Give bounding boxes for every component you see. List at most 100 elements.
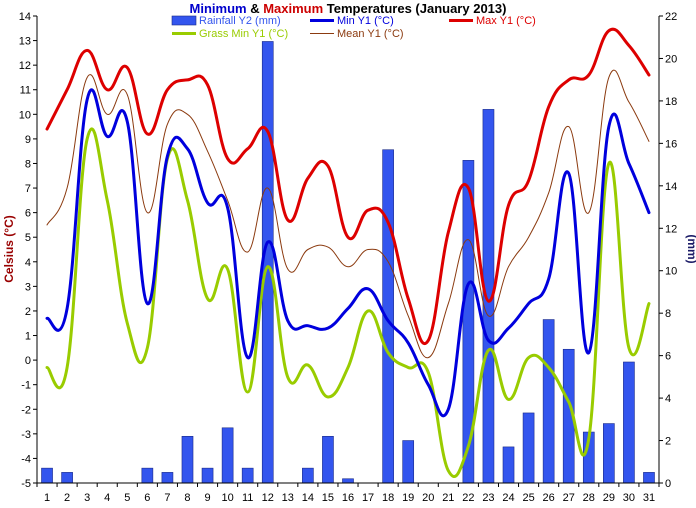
y-tick-label: 2	[25, 306, 31, 318]
x-tick-label: 1	[44, 492, 50, 504]
y-tick-label: 8	[25, 158, 31, 170]
y2-tick-label: 4	[665, 393, 671, 405]
y2-tick-label: 20	[665, 53, 677, 65]
y2-tick-label: 0	[665, 478, 671, 490]
legend-item: Mean Y1 (°C)	[310, 28, 404, 40]
y-tick-label: 13	[19, 36, 31, 48]
y-tick-label: 9	[25, 134, 31, 146]
y2-tick-label: 18	[665, 96, 677, 108]
grass-min-line	[45, 127, 651, 478]
y2-tick-label: 8	[665, 308, 671, 320]
rainfall-bar	[322, 435, 334, 484]
x-tick-label: 14	[302, 492, 314, 504]
y2-tick-label: 14	[665, 181, 677, 193]
x-tick-label: 28	[583, 492, 595, 504]
plot-area: -5-4-3-2-1012345678910111213140246810121…	[19, 11, 678, 504]
x-tick-label: 31	[643, 492, 655, 504]
x-tick-label: 7	[164, 492, 170, 504]
legend-item: Max Y1 (°C)	[449, 15, 536, 27]
x-tick-label: 20	[422, 492, 434, 504]
x-tick-label: 26	[543, 492, 555, 504]
mean-line	[46, 69, 650, 359]
legend-label: Grass Min Y1 (°C)	[199, 28, 288, 40]
max-line	[45, 27, 651, 345]
x-tick-label: 11	[242, 492, 253, 504]
y-tick-label: 14	[19, 11, 31, 23]
y2-tick-label: 2	[665, 436, 671, 448]
y-tick-label: 6	[25, 208, 31, 220]
x-tick-label: 29	[603, 492, 615, 504]
x-tick-label: 15	[322, 492, 334, 504]
rainfall-bar	[402, 440, 415, 484]
y-tick-label: 3	[25, 281, 31, 293]
y-tick-label: 4	[25, 257, 31, 269]
x-tick-label: 30	[623, 492, 635, 504]
chart-title-part: Temperatures (January 2013)	[323, 1, 506, 16]
x-tick-label: 9	[204, 492, 210, 504]
x-tick-label: 10	[221, 492, 233, 504]
legend-item: Rainfall Y2 (mm)	[171, 15, 281, 27]
chart-title: Minimum & Maximum Temperatures (January …	[190, 1, 507, 16]
rainfall-bar	[241, 467, 254, 484]
y-tick-label: 10	[19, 109, 31, 121]
legend-item: Min Y1 (°C)	[310, 15, 394, 27]
legend-label: Max Y1 (°C)	[476, 15, 536, 27]
x-tick-label: 18	[382, 492, 394, 504]
y2-tick-label: 22	[665, 11, 677, 23]
x-tick-label: 22	[462, 492, 474, 504]
y-tick-label: -4	[21, 453, 31, 465]
y2-tick-label: 12	[665, 223, 677, 235]
x-tick-label: 12	[262, 492, 274, 504]
y2-tick-label: 16	[665, 138, 677, 150]
rainfall-bar	[141, 467, 154, 484]
x-tick-label: 5	[124, 492, 130, 504]
rainfall-bar	[302, 467, 314, 484]
y-tick-label: -5	[21, 478, 31, 490]
x-tick-label: 13	[282, 492, 294, 504]
x-tick-label: 2	[64, 492, 70, 504]
rainfall-bar	[161, 472, 174, 484]
rainfall-bar	[522, 412, 535, 484]
y-tick-label: -3	[21, 429, 31, 441]
rainfall-bar	[61, 472, 73, 484]
legend-item: Grass Min Y1 (°C)	[172, 28, 288, 40]
y-tick-label: 12	[19, 60, 31, 72]
x-tick-label: 21	[442, 492, 454, 504]
x-tick-label: 6	[144, 492, 150, 504]
x-tick-label: 17	[362, 492, 374, 504]
min-line	[45, 88, 651, 418]
rainfall-bar	[181, 435, 194, 484]
chart-title-part: Minimum	[190, 1, 247, 16]
y-tick-label: 0	[25, 355, 31, 367]
rainfall-bar	[201, 467, 214, 484]
rainfall-bar	[623, 361, 635, 484]
chart-title-part: Maximum	[263, 1, 323, 16]
chart-title-part: &	[247, 1, 264, 16]
x-tick-label: 25	[522, 492, 534, 504]
y-tick-label: 1	[25, 331, 31, 343]
x-tick-label: 23	[482, 492, 494, 504]
rainfall-bar	[643, 472, 655, 484]
rainfall-bar	[603, 423, 615, 484]
y-tick-label: 11	[20, 85, 31, 97]
x-tick-label: 19	[402, 492, 414, 504]
x-tick-label: 16	[342, 492, 354, 504]
rainfall-bar	[502, 446, 515, 484]
x-tick-label: 4	[104, 492, 110, 504]
rainfall-bar	[221, 427, 234, 484]
legend-swatch	[171, 15, 197, 26]
x-tick-label: 27	[563, 492, 575, 504]
legend-label: Rainfall Y2 (mm)	[199, 15, 281, 27]
y-tick-label: 5	[25, 232, 31, 244]
y2-tick-label: 6	[665, 351, 671, 363]
x-tick-label: 24	[502, 492, 514, 504]
legend-label: Min Y1 (°C)	[337, 15, 394, 27]
chart-legend: Rainfall Y2 (mm) Min Y1 (°C) Max Y1 (°C) Gr…	[171, 15, 536, 40]
rainfall-bar	[542, 319, 555, 484]
x-tick-label: 3	[84, 492, 90, 504]
x-tick-label: 8	[184, 492, 190, 504]
y-tick-label: -1	[21, 380, 31, 392]
legend-label: Mean Y1 (°C)	[337, 28, 404, 40]
y2-tick-label: 10	[665, 266, 677, 278]
